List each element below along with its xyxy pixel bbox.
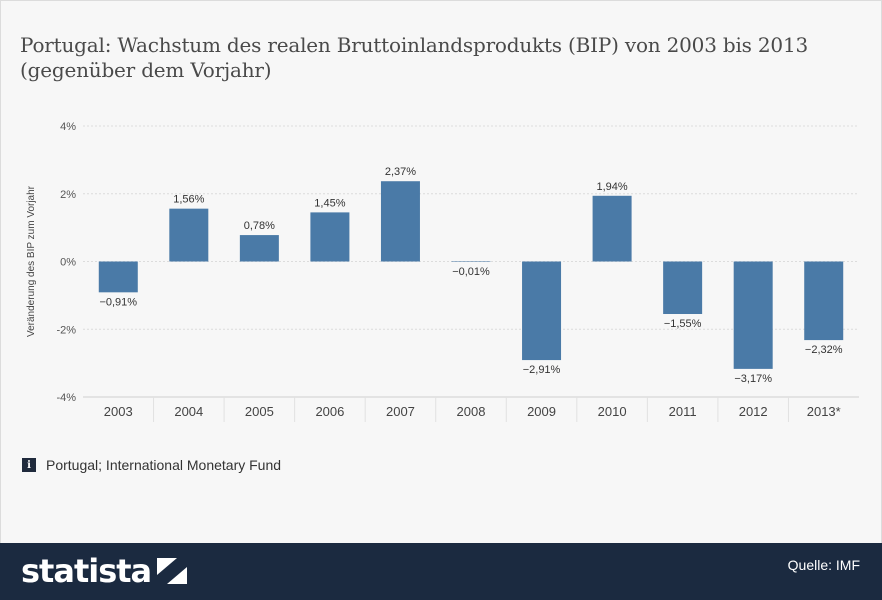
- data-label: 1,56%: [173, 194, 204, 206]
- y-tick-label: -2%: [56, 324, 76, 336]
- bar: [733, 261, 773, 369]
- bar: [522, 261, 562, 361]
- data-label: −0,01%: [452, 266, 490, 278]
- y-tick-label: 4%: [60, 121, 76, 133]
- source-note-text: Portugal; International Monetary Fund: [46, 457, 282, 473]
- chart-title: Portugal: Wachstum des realen Bruttoinla…: [20, 33, 808, 82]
- data-label: −2,91%: [523, 364, 561, 376]
- statista-logo[interactable]: statista: [21, 552, 188, 590]
- statista-logo-text: statista: [21, 552, 152, 590]
- footer-bar: statista Quelle: IMF: [0, 543, 882, 600]
- x-tick-label: 2008: [457, 404, 486, 419]
- data-label: −0,91%: [99, 296, 137, 308]
- x-tick-label: 2007: [386, 404, 415, 419]
- bar: [451, 261, 491, 262]
- x-tick-label: 2009: [527, 404, 556, 419]
- x-tick-label: 2011: [669, 404, 697, 419]
- x-tick-label: 2006: [315, 404, 344, 419]
- statista-logo-icon: [157, 558, 188, 584]
- bar: [310, 212, 350, 262]
- source-credit: Quelle: IMF: [787, 557, 860, 573]
- y-tick-label: -4%: [56, 392, 76, 404]
- data-label: 2,37%: [385, 166, 416, 178]
- bar: [239, 235, 279, 262]
- x-tick-label: 2012: [739, 404, 768, 419]
- source-note: i Portugal; International Monetary Fund: [22, 457, 281, 473]
- data-label: 0,78%: [244, 220, 275, 232]
- y-tick-label: 2%: [60, 189, 76, 201]
- data-label: 1,94%: [596, 181, 627, 193]
- bar: [380, 181, 420, 262]
- y-axis-title: Veränderung des BIP zum Vorjahr: [26, 185, 37, 337]
- info-icon[interactable]: i: [22, 458, 36, 472]
- data-label: −3,17%: [734, 373, 772, 385]
- bar: [663, 261, 703, 315]
- x-tick-label: 2005: [245, 404, 274, 419]
- x-tick-label: 2013*: [807, 404, 841, 419]
- bar: [98, 261, 138, 293]
- y-tick-label: 0%: [60, 257, 76, 269]
- x-tick-label: 2010: [598, 404, 627, 419]
- x-tick-label: 2004: [174, 404, 203, 419]
- bar: [169, 208, 209, 262]
- bar: [804, 261, 844, 341]
- data-label: −1,55%: [664, 318, 702, 330]
- bar-chart: 4% 2% 0% -2% -4% Veränderung des BIP zum Vorj…: [26, 121, 859, 422]
- data-label: −2,32%: [805, 344, 843, 356]
- x-tick-label: 2003: [104, 404, 133, 419]
- bar: [592, 195, 632, 262]
- data-label: 1,45%: [314, 197, 345, 209]
